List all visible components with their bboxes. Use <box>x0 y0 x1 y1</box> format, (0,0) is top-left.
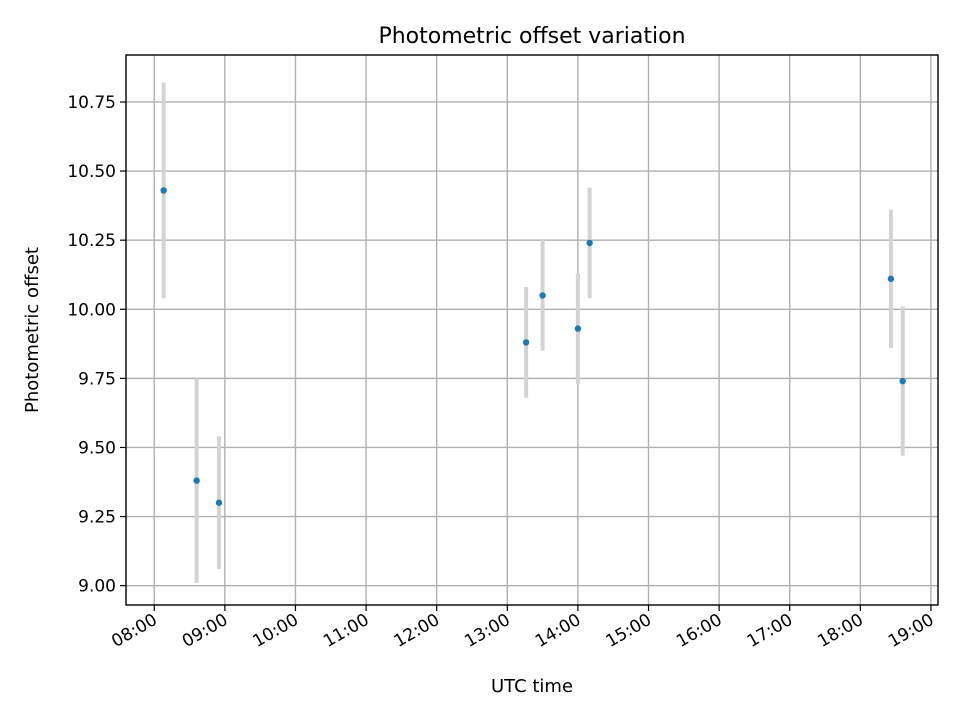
x-axis-label: UTC time <box>491 676 573 697</box>
data-point <box>522 339 530 346</box>
x-tick-label: 12:00 <box>391 610 443 652</box>
data-point <box>539 292 546 299</box>
data-point <box>160 187 167 194</box>
y-tick-label: 10.25 <box>67 231 116 251</box>
y-tick-label: 9.25 <box>78 508 116 528</box>
x-tick-label: 18:00 <box>814 610 866 652</box>
y-tick-label: 10.75 <box>67 93 116 113</box>
y-tick-label: 10.50 <box>67 162 116 182</box>
x-tick-label: 13:00 <box>461 610 513 652</box>
y-axis-ticks: 9.00 9.25 9.50 9.75 10.00 10.25 10.50 10.75 <box>67 93 126 597</box>
data-point <box>887 275 895 283</box>
error-bars <box>161 82 905 583</box>
data-point <box>586 239 593 247</box>
plot-frame <box>125 54 939 606</box>
x-axis-ticks: 08:00 09:00 10:00 11:00 12:00 13:00 14:00 15:00… <box>108 605 937 652</box>
y-tick-label: 9.00 <box>78 577 116 597</box>
y-tick-label: 9.50 <box>78 438 116 458</box>
x-tick-label: 15:00 <box>603 610 655 652</box>
data-point <box>574 325 582 332</box>
y-axis-label: Photometric offset <box>22 247 43 413</box>
x-tick-label: 11:00 <box>320 610 372 652</box>
data-points <box>160 187 906 506</box>
grid <box>126 55 938 605</box>
x-tick-label: 19:00 <box>885 610 937 652</box>
x-tick-label: 16:00 <box>673 610 725 652</box>
chart-title: Photometric offset variation <box>378 24 685 49</box>
data-point <box>193 477 200 484</box>
x-tick-label: 09:00 <box>179 610 231 652</box>
y-tick-label: 9.75 <box>78 369 116 389</box>
x-tick-label: 14:00 <box>532 610 584 652</box>
data-point <box>215 499 223 506</box>
x-tick-label: 17:00 <box>744 610 796 652</box>
x-tick-label: 10:00 <box>250 610 302 652</box>
data-point <box>899 377 906 385</box>
x-tick-label: 08:00 <box>108 610 160 652</box>
y-tick-label: 10.00 <box>67 300 116 320</box>
